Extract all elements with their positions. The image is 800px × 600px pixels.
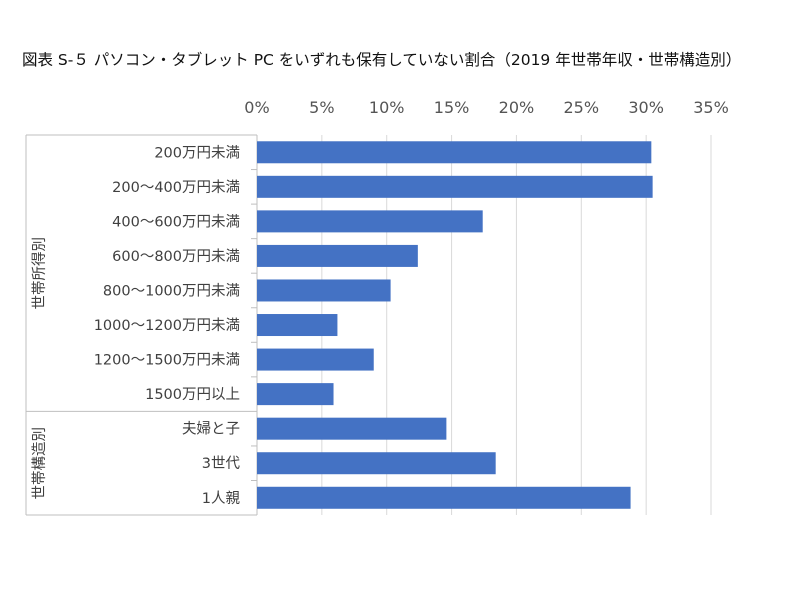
x-tick-label: 0% [244, 98, 269, 117]
category-axis [25, 134, 258, 516]
bar [257, 452, 496, 475]
x-tick-label: 30% [628, 98, 664, 117]
category-label: 600～800万円未満 [112, 248, 240, 265]
category-label: 200万円未満 [154, 144, 240, 161]
bar [257, 244, 418, 267]
bar [257, 175, 653, 198]
category-label: 400～600万円未満 [112, 213, 240, 230]
bar [257, 210, 483, 233]
bar [257, 383, 334, 406]
x-tick-label: 35% [693, 98, 729, 117]
x-tick-label: 25% [564, 98, 600, 117]
category-label: 夫婦と子 [182, 421, 240, 438]
x-tick-label: 10% [369, 98, 405, 117]
category-label: 1500万円以上 [145, 386, 240, 403]
category-label: 1000～1200万円未満 [94, 317, 240, 334]
category-label: 200～400万円未満 [112, 179, 240, 196]
chart-title: 図表 S-５ パソコン・タブレット PC をいずれも保有していない割合（2019… [22, 51, 742, 69]
bar [257, 141, 652, 164]
x-tick-label: 5% [309, 98, 334, 117]
bar [257, 417, 447, 440]
category-label: 1人親 [202, 490, 241, 507]
category-label: 800～1000万円未満 [103, 282, 240, 299]
bar [257, 279, 391, 302]
bar [257, 314, 338, 337]
bar [257, 348, 374, 371]
category-label: 1200～1500万円未満 [94, 352, 240, 369]
bar [257, 486, 631, 509]
group-label: 世帯所得別 [31, 237, 48, 310]
bars [257, 141, 653, 509]
x-axis-ticks: 0% 5% 10% 15% 20% 25% 30% 35% [244, 98, 728, 117]
x-tick-label: 15% [434, 98, 470, 117]
category-labels: 200万円未満 200～400万円未満 400～600万円未満 600～800万円未満… [94, 144, 241, 507]
category-label: 3世代 [202, 455, 241, 472]
group-label: 世帯構造別 [31, 427, 48, 500]
x-tick-label: 20% [499, 98, 535, 117]
